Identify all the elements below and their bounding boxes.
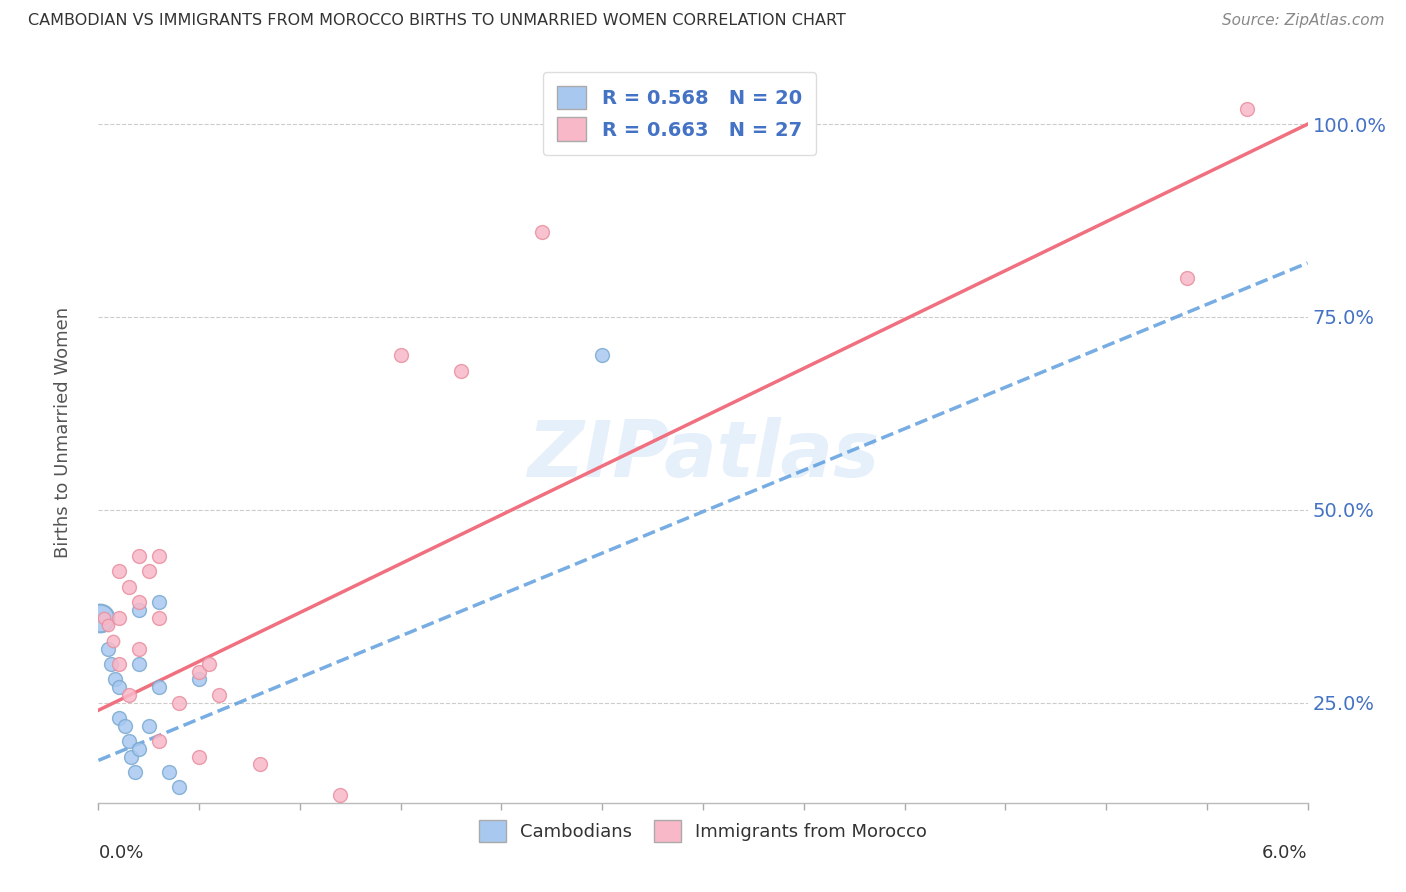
Text: Source: ZipAtlas.com: Source: ZipAtlas.com (1222, 13, 1385, 29)
Point (128, 657, 150, 671)
Point (148, 549, 170, 563)
Point (107, 680, 129, 694)
Point (249, 757, 271, 772)
Text: CAMBODIAN VS IMMIGRANTS FROM MOROCCO BIRTHS TO UNMARRIED WOMEN CORRELATION CHART: CAMBODIAN VS IMMIGRANTS FROM MOROCCO BIR… (28, 13, 846, 29)
Point (124, 764, 146, 779)
Point (100, 657, 122, 671)
Point (167, 696, 190, 710)
Point (114, 719, 136, 733)
Point (107, 657, 129, 671)
Point (148, 680, 170, 694)
Point (188, 749, 211, 764)
Point (128, 603, 150, 617)
Point (138, 719, 160, 733)
Point (1175, 271, 1198, 285)
Point (118, 734, 141, 748)
Point (93, 611, 115, 625)
Point (329, 788, 352, 802)
Point (167, 780, 190, 795)
Point (128, 741, 150, 756)
Point (101, 633, 124, 648)
Point (157, 764, 180, 779)
Point (107, 565, 129, 579)
Point (188, 665, 211, 679)
Text: ZIPatlas: ZIPatlas (527, 417, 879, 493)
Point (198, 657, 221, 671)
Point (128, 641, 150, 656)
Point (591, 349, 613, 363)
Point (118, 580, 141, 594)
Point (118, 688, 141, 702)
Point (148, 611, 170, 625)
Point (128, 595, 150, 609)
Point (1236, 102, 1258, 116)
Point (120, 749, 142, 764)
Point (148, 734, 170, 748)
Point (128, 549, 150, 563)
Point (107, 711, 129, 725)
Legend: Cambodians, Immigrants from Morocco: Cambodians, Immigrants from Morocco (468, 809, 938, 853)
Point (208, 688, 231, 702)
Point (107, 611, 129, 625)
Point (89, 611, 111, 625)
Point (188, 673, 211, 687)
Point (103, 673, 125, 687)
Point (138, 565, 160, 579)
Point (530, 225, 553, 239)
Point (148, 595, 170, 609)
Y-axis label: Births to Unmarried Women: Births to Unmarried Women (53, 307, 72, 558)
Text: 6.0%: 6.0% (1263, 844, 1308, 862)
Point (97, 618, 120, 632)
Point (389, 349, 412, 363)
Point (450, 364, 472, 378)
Text: 0.0%: 0.0% (98, 844, 143, 862)
Point (97, 641, 120, 656)
